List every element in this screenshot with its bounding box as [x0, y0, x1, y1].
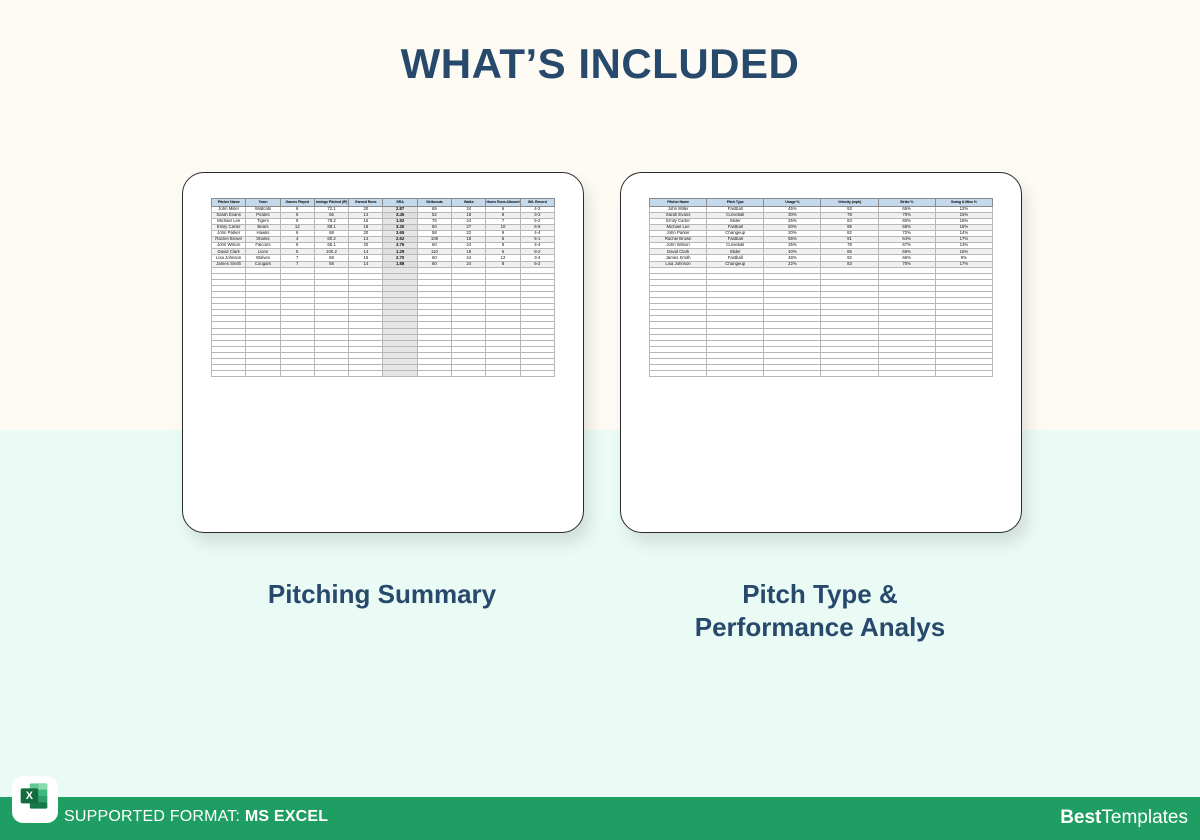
- svg-text:X: X: [26, 790, 34, 802]
